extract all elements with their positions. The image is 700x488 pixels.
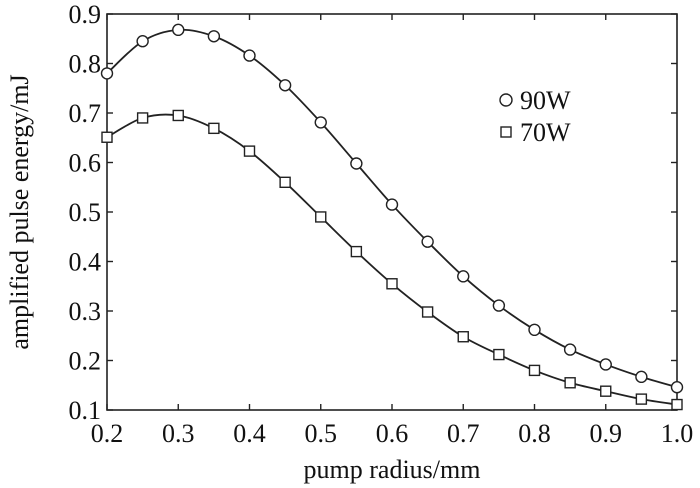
x-tick-label: 0.5 [305, 419, 338, 448]
x-tick-label: 0.4 [233, 419, 266, 448]
data-point-90W [670, 381, 684, 394]
series-line-70W [106, 113, 678, 406]
legend-marker [499, 93, 513, 107]
data-point-90W [599, 358, 612, 371]
data-point-70W [243, 145, 256, 157]
data-point-70W [671, 398, 683, 411]
plot-frame [106, 13, 678, 411]
x-tick-label: 0.9 [590, 419, 623, 448]
data-point-90W [457, 270, 470, 283]
y-tick-label: 0.5 [69, 198, 102, 227]
legend-marker [500, 126, 512, 138]
data-point-70W [279, 176, 291, 189]
data-point-90W [207, 30, 221, 43]
y-tick-label: 0.2 [69, 347, 102, 376]
y-tick-label: 0.4 [69, 248, 102, 277]
data-point-70W [136, 112, 149, 124]
x-tick-label: 0.6 [376, 419, 409, 448]
y-tick-label: 0.6 [69, 149, 102, 178]
data-point-70W [493, 348, 505, 361]
data-point-70W [421, 306, 434, 318]
data-point-70W [528, 364, 541, 377]
data-point-90W [278, 79, 292, 92]
data-point-70W [172, 109, 184, 122]
data-point-90W [421, 235, 434, 248]
legend-label: 70W [520, 118, 571, 147]
data-point-70W [208, 122, 220, 135]
data-point-70W [315, 211, 327, 223]
x-tick-label: 0.3 [162, 419, 195, 448]
y-tick-label: 0.7 [69, 99, 102, 128]
y-tick-label: 0.9 [69, 0, 102, 29]
data-point-90W [136, 35, 149, 48]
data-point-90W [492, 299, 506, 312]
x-tick-label: 0.7 [447, 419, 480, 448]
data-point-90W [563, 343, 577, 356]
data-point-90W [100, 67, 114, 80]
data-point-70W [564, 377, 576, 389]
plot-area: 0.2 0.3 0.4 0.5 0.6 0.7 0.8 0.9 1.00.10.20.30.40… [69, 0, 694, 448]
data-point-70W [457, 331, 469, 343]
data-point-90W [314, 116, 327, 129]
data-point-70W [635, 393, 648, 405]
y-axis-label: amplified pulse energy/mJ [5, 74, 34, 349]
y-tick-label: 0.1 [69, 396, 102, 425]
data-point-90W [635, 370, 648, 384]
x-tick-label: 0.2 [91, 419, 124, 448]
data-point-90W [385, 198, 399, 211]
x-axis-label: pump radius/mm [304, 455, 481, 484]
y-tick-label: 0.8 [69, 50, 102, 79]
data-point-90W [243, 49, 256, 62]
data-point-70W [600, 385, 612, 397]
data-point-90W [172, 23, 185, 37]
data-point-90W [528, 323, 541, 337]
x-tick-label: 0.8 [518, 419, 551, 448]
data-point-70W [101, 131, 113, 143]
data-point-70W [386, 278, 398, 290]
x-tick-label: 1.0 [661, 419, 694, 448]
data-point-90W [350, 157, 363, 170]
legend-label: 90W [520, 86, 571, 115]
y-tick-label: 0.3 [69, 297, 102, 326]
data-point-70W [350, 245, 363, 258]
